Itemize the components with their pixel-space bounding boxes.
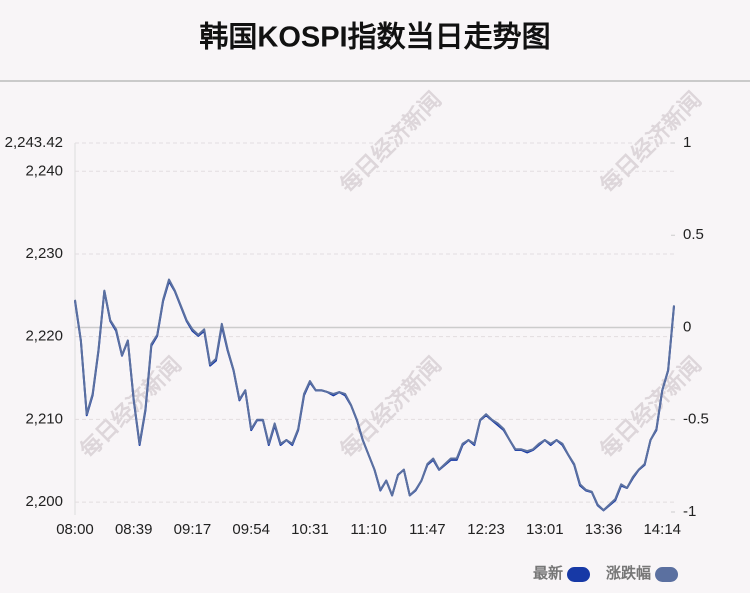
y-tick-label: 2,230: [25, 245, 63, 262]
line-series: [74, 278, 675, 512]
legend-swatch: [567, 567, 591, 582]
x-tick-label: 13:36: [585, 521, 623, 538]
x-tick-label: 11:47: [409, 521, 445, 538]
y-tick-label: 2,200: [25, 493, 63, 510]
legend-swatch: [655, 567, 679, 582]
chart-title: 韩国KOSPI指数当日走势图: [199, 21, 550, 54]
x-tick-label: 10:31: [291, 521, 329, 538]
x-tick-label: 08:00: [56, 521, 94, 538]
y-tick-label: 2,210: [25, 410, 63, 427]
y2-tick-label: 1: [683, 134, 691, 151]
x-tick-label: 11:10: [350, 521, 386, 538]
y-tick-label: 2,240: [25, 162, 63, 179]
x-tick-label: 14:14: [643, 521, 681, 538]
y2-tick-label: -0.5: [683, 411, 709, 428]
x-tick-label: 12:23: [467, 521, 505, 538]
y2-tick-label: -1: [683, 503, 696, 520]
x-tick-label: 09:54: [232, 521, 270, 538]
y-tick-label: 2,243.42: [5, 134, 63, 151]
legend-label: 最新: [533, 564, 563, 582]
y-tick-label: 2,220: [25, 328, 63, 345]
x-tick-label: 13:01: [526, 521, 564, 538]
y2-tick-label: 0: [683, 318, 691, 335]
x-tick-label: 08:39: [115, 521, 153, 538]
y2-tick-label: 0.5: [683, 226, 704, 243]
legend-label: 涨跌幅: [606, 564, 651, 582]
x-tick-label: 09:17: [174, 521, 212, 538]
